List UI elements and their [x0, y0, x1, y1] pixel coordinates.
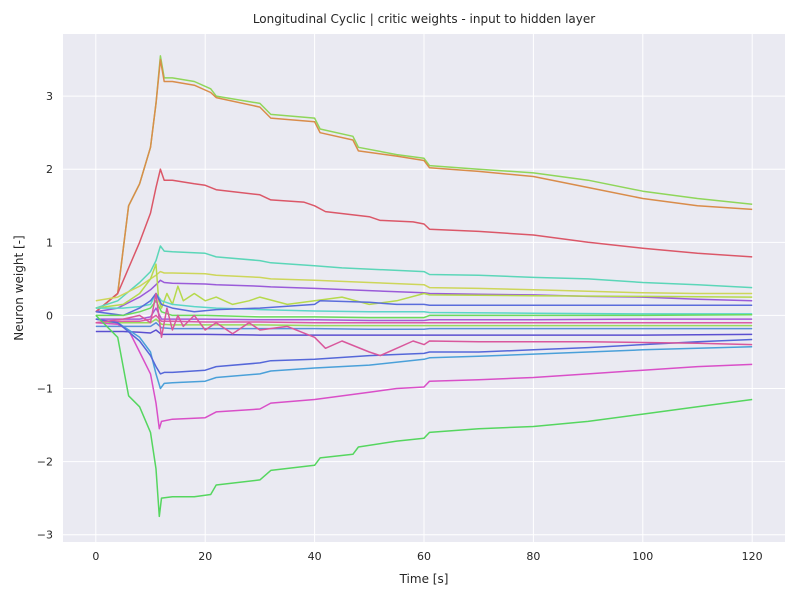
series-line-20 — [95, 314, 753, 518]
series-line-16 — [95, 321, 753, 430]
series-line-3 — [95, 168, 753, 313]
x-tick-label: 80 — [526, 550, 540, 563]
series-line-11 — [95, 307, 753, 322]
x-tick-label: 20 — [198, 550, 212, 563]
series-line-14 — [95, 321, 753, 331]
x-tick-label: 100 — [632, 550, 653, 563]
series-line-10 — [95, 300, 753, 319]
x-tick-label: 40 — [308, 550, 322, 563]
x-tick-label: 60 — [417, 550, 431, 563]
y-tick-label: −2 — [37, 456, 53, 469]
y-tick-label: 0 — [46, 309, 53, 322]
series-line-17 — [95, 318, 753, 390]
x-tick-label: 120 — [742, 550, 763, 563]
y-tick-label: 3 — [46, 90, 53, 103]
y-tick-label: −1 — [37, 383, 53, 396]
series-line-5 — [95, 270, 753, 302]
series-line-19 — [95, 292, 753, 357]
series-line-18 — [95, 318, 753, 375]
y-tick-label: 2 — [46, 163, 53, 176]
series-line-2 — [95, 58, 753, 313]
series-line-4 — [95, 245, 753, 309]
series-line-12 — [95, 314, 753, 324]
y-axis-label: Neuron weight [-] — [12, 235, 26, 340]
y-tick-label: 1 — [46, 236, 53, 249]
x-axis-label: Time [s] — [399, 572, 449, 586]
series-lines — [95, 55, 753, 518]
y-tick-label: −3 — [37, 529, 53, 542]
series-line-8 — [95, 292, 753, 315]
series-line-15 — [95, 329, 753, 336]
series-line-7 — [95, 263, 753, 309]
x-tick-label: 0 — [92, 550, 99, 563]
series-line-13 — [95, 318, 753, 327]
series-line-9 — [95, 292, 753, 317]
chart-title: Longitudinal Cyclic | critic weights - i… — [253, 12, 595, 26]
tick-labels: 0 20 40 60 80 100 120 −3 −2 −1 0 1 2 3 — [37, 90, 763, 563]
